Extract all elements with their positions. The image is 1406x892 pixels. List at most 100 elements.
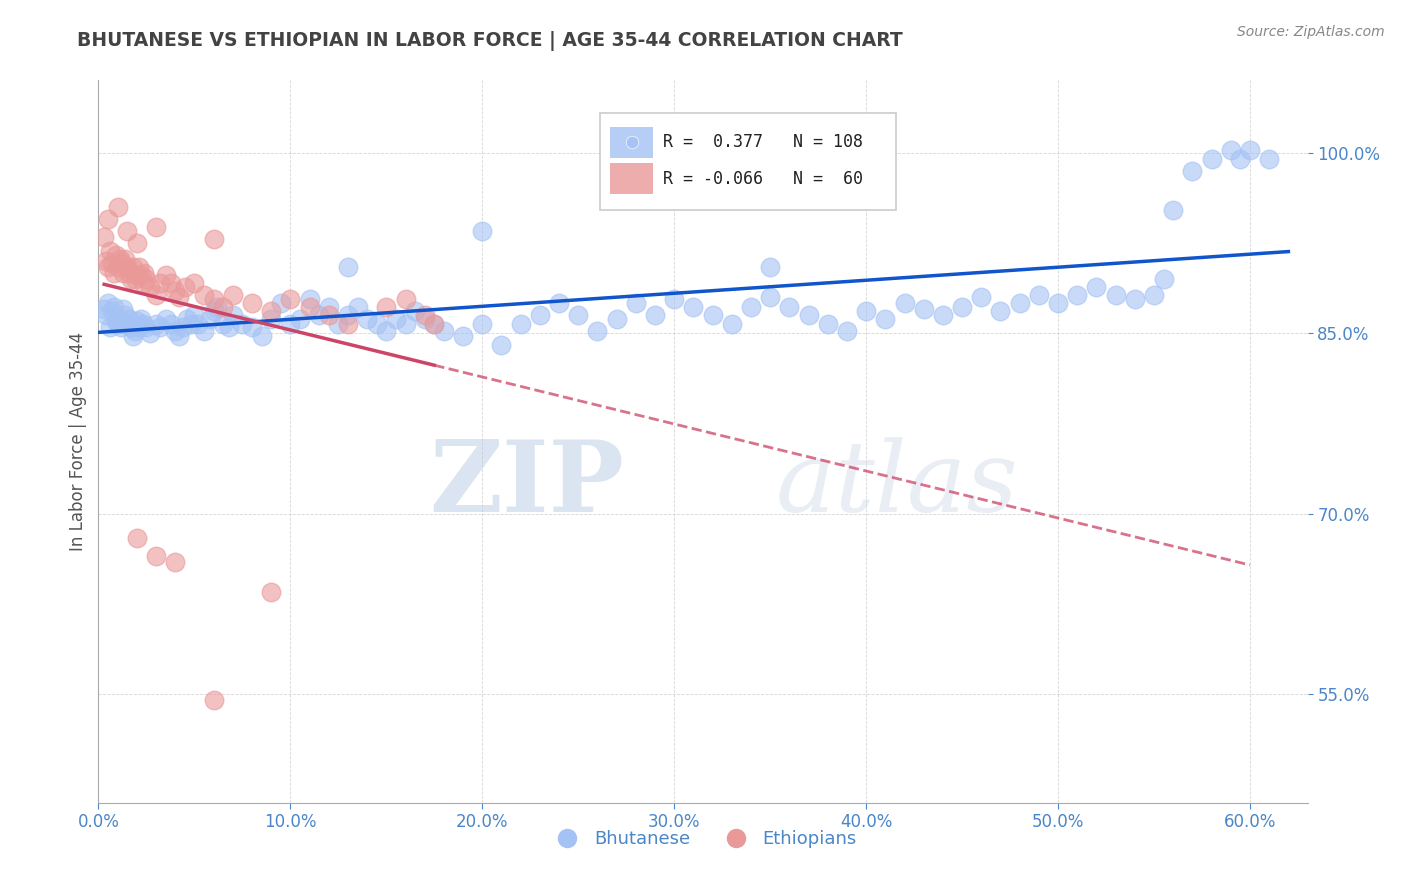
Point: [222, 287, 245, 301]
Point: [394, 317, 416, 331]
Point: [240, 296, 263, 310]
Point: [125, 235, 148, 250]
Point: [98, 244, 121, 259]
Point: [202, 232, 225, 246]
Point: [1161, 203, 1184, 218]
Point: [124, 272, 146, 286]
Point: [471, 317, 494, 331]
Text: ZIP: ZIP: [429, 436, 624, 533]
Point: [260, 311, 283, 326]
Point: [212, 300, 235, 314]
Point: [1229, 152, 1251, 166]
Point: [139, 326, 162, 341]
Text: Source: ZipAtlas.com: Source: ZipAtlas.com: [1237, 25, 1385, 39]
Point: [155, 311, 177, 326]
Text: BHUTANESE VS ETHIOPIAN IN LABOR FORCE | AGE 35-44 CORRELATION CHART: BHUTANESE VS ETHIOPIAN IN LABOR FORCE | …: [77, 31, 903, 51]
Point: [298, 293, 321, 307]
Point: [110, 256, 132, 270]
Point: [167, 290, 190, 304]
Point: [336, 260, 359, 274]
Point: [97, 211, 120, 226]
Point: [108, 311, 131, 326]
Point: [624, 296, 647, 310]
Point: [375, 300, 398, 314]
Point: [110, 320, 132, 334]
Point: [212, 317, 235, 331]
Point: [145, 549, 167, 563]
Point: [1201, 152, 1223, 166]
Point: [114, 252, 136, 266]
Point: [1066, 287, 1088, 301]
Point: [308, 308, 330, 322]
Point: [586, 324, 609, 338]
Point: [139, 280, 162, 294]
Point: [183, 276, 205, 290]
Point: [134, 266, 156, 280]
Point: [318, 300, 340, 314]
Point: [93, 301, 115, 317]
FancyBboxPatch shape: [600, 112, 897, 211]
Point: [385, 311, 408, 326]
Point: [107, 260, 129, 274]
Point: [1047, 296, 1070, 310]
Point: [207, 300, 229, 314]
Point: [101, 256, 124, 270]
Point: [471, 224, 494, 238]
Point: [260, 304, 283, 318]
Point: [131, 276, 153, 290]
Point: [797, 308, 820, 322]
Point: [101, 304, 124, 318]
Point: [1239, 143, 1261, 157]
Point: [759, 260, 782, 274]
Point: [423, 317, 446, 331]
FancyBboxPatch shape: [610, 128, 654, 158]
Point: [451, 328, 474, 343]
Point: [149, 320, 172, 334]
Point: [346, 300, 368, 314]
Point: [1123, 293, 1146, 307]
Point: [176, 311, 198, 326]
Point: [893, 296, 915, 310]
Point: [664, 293, 686, 307]
Point: [145, 287, 167, 301]
Point: [107, 200, 129, 214]
Point: [108, 252, 131, 266]
Point: [413, 308, 436, 322]
Point: [165, 324, 187, 338]
Point: [187, 317, 209, 331]
Point: [165, 555, 187, 569]
Point: [135, 272, 157, 286]
Point: [817, 317, 839, 331]
Point: [1219, 143, 1241, 157]
Point: [145, 317, 167, 331]
Point: [970, 290, 993, 304]
Point: [509, 317, 531, 331]
Point: [280, 293, 302, 307]
Point: [1258, 152, 1281, 166]
Point: [118, 311, 141, 326]
Point: [165, 284, 187, 298]
Point: [328, 317, 350, 331]
Point: [112, 301, 135, 317]
Point: [260, 585, 283, 599]
Point: [250, 328, 273, 343]
Point: [280, 317, 302, 331]
Point: [375, 324, 398, 338]
Point: [413, 311, 436, 326]
Point: [240, 320, 263, 334]
Point: [356, 311, 378, 326]
Point: [145, 220, 167, 235]
Point: [912, 301, 935, 317]
Point: [1143, 287, 1166, 301]
Point: [129, 268, 152, 283]
Point: [124, 324, 146, 338]
Text: R =  0.377   N = 108: R = 0.377 N = 108: [664, 134, 863, 152]
Point: [131, 317, 153, 331]
Point: [990, 304, 1012, 318]
Point: [125, 268, 148, 283]
Point: [202, 693, 225, 707]
Point: [1085, 280, 1108, 294]
Point: [423, 317, 446, 331]
Point: [778, 300, 800, 314]
Point: [120, 320, 142, 334]
